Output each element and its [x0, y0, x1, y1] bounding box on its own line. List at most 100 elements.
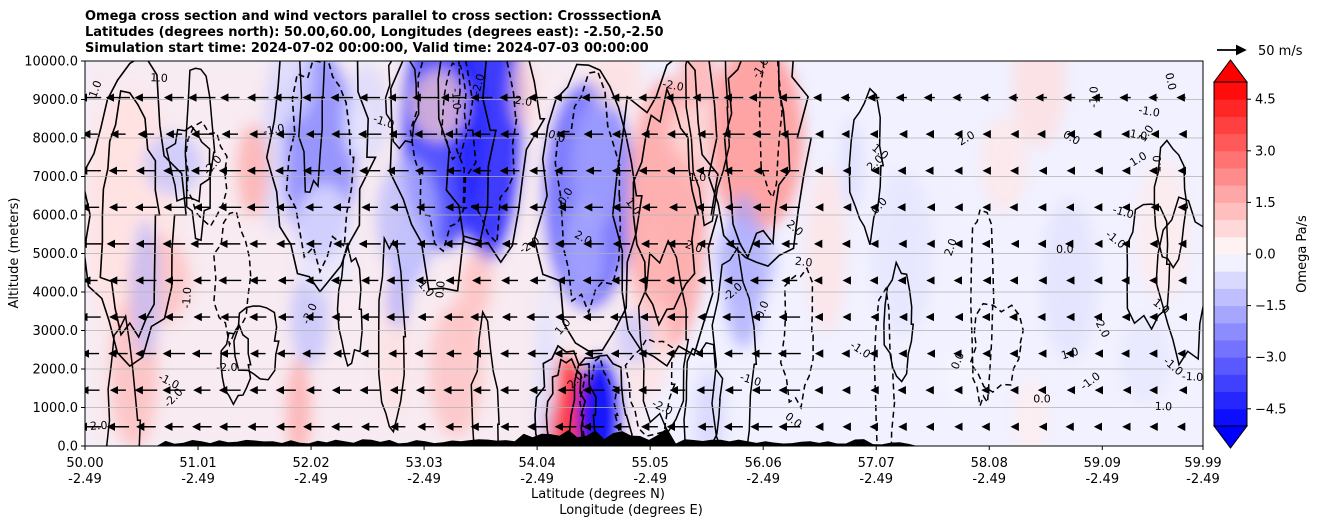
x-tick-label-lon: -2.49: [1085, 472, 1119, 487]
field-cell: [1013, 377, 1049, 446]
contour-zero-line: [969, 302, 1024, 394]
contour-label: -1.0: [180, 287, 194, 309]
contour-zero-line: [165, 125, 213, 203]
chart-title-line-3: Simulation start time: 2024-07-02 00:00:…: [85, 41, 649, 56]
colorbar-band: [1214, 133, 1247, 152]
contour-zero-ascent-core-4: [533, 63, 643, 352]
y-tick-label: 2000.0: [33, 363, 79, 378]
contour-label: -1.0: [1137, 103, 1160, 119]
contour-label: 1.0: [1129, 127, 1149, 143]
contour-label: 0.0: [546, 127, 567, 145]
contour-zero-descent-core-5: [611, 61, 719, 368]
contour-zero-line: [213, 210, 252, 348]
chart-title-line-1: Omega cross section and wind vectors par…: [85, 9, 662, 24]
contour-label: -1.0: [1181, 370, 1203, 384]
field-cell: [680, 61, 707, 185]
colorbar-band: [1214, 254, 1247, 272]
contour-label: 2.0: [90, 419, 108, 433]
field-cell: [1012, 61, 1066, 148]
contour-orographic-down: [578, 355, 620, 446]
x-tick-label-lon: -2.49: [520, 472, 554, 487]
contour-label: 2.0: [942, 237, 960, 258]
field-cell: [571, 101, 624, 229]
contour-label: 0.0: [948, 350, 967, 371]
contour-zero-line: [441, 62, 468, 161]
contour-zero-line: [779, 266, 814, 410]
wind-vectors: [85, 93, 1188, 431]
x-tick-label-lat: 55.05: [632, 456, 669, 471]
terrain: [85, 428, 1203, 446]
field-cell: [841, 119, 863, 213]
contour-orographic-up: [545, 357, 587, 446]
x-tick-label-lon: -2.49: [407, 472, 441, 487]
colorbar-extend-low: [1213, 425, 1248, 449]
colorbar-band: [1214, 288, 1247, 307]
colorbar-tick-label: 4.5: [1255, 93, 1276, 108]
contour-zero-line: [377, 235, 407, 434]
y-tick-label: 10000.0: [24, 55, 78, 70]
contour-label: -2.0: [469, 72, 487, 96]
contour-zero-line: [883, 260, 915, 383]
field-cell: [694, 369, 725, 446]
contour-zero-line: [970, 208, 995, 407]
x-tick-label-lon: -2.49: [746, 472, 780, 487]
vector-key: 50 m/s: [1217, 44, 1303, 59]
contour-zero-line: [336, 242, 363, 367]
y-axis: 0.0 1000.0 2000.0 3000.0 4000.0 5000.0 6000.0 7…: [24, 55, 85, 455]
colorbar-band: [1214, 168, 1247, 186]
colorbar-band: [1214, 322, 1247, 341]
contour-label: -2.0: [216, 361, 237, 374]
contour-label: 2.0: [794, 255, 813, 270]
contour-label: 0.0: [433, 280, 447, 299]
x-axis: 50.00-2.4951.01-2.4952.02-2.4953.03-2.49…: [66, 446, 1222, 487]
colorbar-band: [1214, 357, 1247, 375]
colorbar-tick-label: −4.5: [1255, 402, 1287, 417]
colorbar-band: [1214, 99, 1247, 117]
contour-zero-line: [233, 305, 280, 381]
y-tick-label: 0.0: [57, 440, 78, 455]
omega-contours: [85, 61, 1203, 446]
x-axis-label-latitude: Latitude (degrees N): [531, 487, 665, 502]
contour-zero-ascent-core-3: [437, 61, 546, 264]
contour-label: -1.0: [262, 122, 286, 139]
field-cell: [345, 106, 369, 159]
contour-label: 0.0: [1033, 392, 1051, 405]
y-tick-label: 4000.0: [33, 286, 79, 301]
contour-zero-ascent-core-1: [265, 61, 377, 294]
y-tick-label: 8000.0: [33, 132, 79, 147]
contour-label: 1.0: [1154, 400, 1172, 414]
x-tick-label-lat: 58.08: [971, 456, 1008, 471]
contour-label: 1.0: [689, 171, 707, 184]
contour-zero-line: [470, 309, 500, 446]
y-tick-label: 1000.0: [33, 401, 79, 416]
x-tick-label-lat: 56.06: [745, 456, 782, 471]
contour-ascent-core-1: [285, 61, 355, 274]
colorbar-band: [1214, 340, 1247, 358]
vector-key-label: 50 m/s: [1258, 44, 1303, 59]
contour-label: -1.0: [1087, 86, 1101, 108]
y-tick-label: 5000.0: [33, 247, 79, 262]
colorbar-band: [1214, 219, 1247, 238]
contour-label: -2.0: [661, 77, 684, 94]
x-tick-label-lat: 57.07: [858, 456, 895, 471]
field-descent-core-6: [709, 61, 804, 233]
colorbar-band: [1214, 150, 1247, 169]
x-tick-label-lat: 59.09: [1084, 456, 1121, 471]
contour-zero-line: [220, 322, 252, 406]
contour-label: 1.0: [1060, 345, 1080, 362]
field-cell: [1041, 199, 1097, 360]
contour-zero-line: [684, 61, 731, 227]
contour-ascent-core-4: [554, 70, 622, 315]
terrain-profile: [85, 428, 1203, 446]
contour-zero-line: [105, 313, 142, 446]
contour-zero-line: [848, 87, 885, 246]
y-tick-label: 9000.0: [33, 93, 79, 108]
field-cell: [941, 348, 990, 409]
contour-descent-left: [99, 90, 161, 339]
contour-label: -1.0: [1111, 203, 1135, 221]
colorbar-label: Omega Pa/s: [1295, 215, 1310, 293]
contour-zero-line: [1153, 139, 1189, 270]
x-tick-label-lat: 52.02: [292, 456, 329, 471]
colorbar-tick-label: −1.5: [1255, 299, 1287, 314]
